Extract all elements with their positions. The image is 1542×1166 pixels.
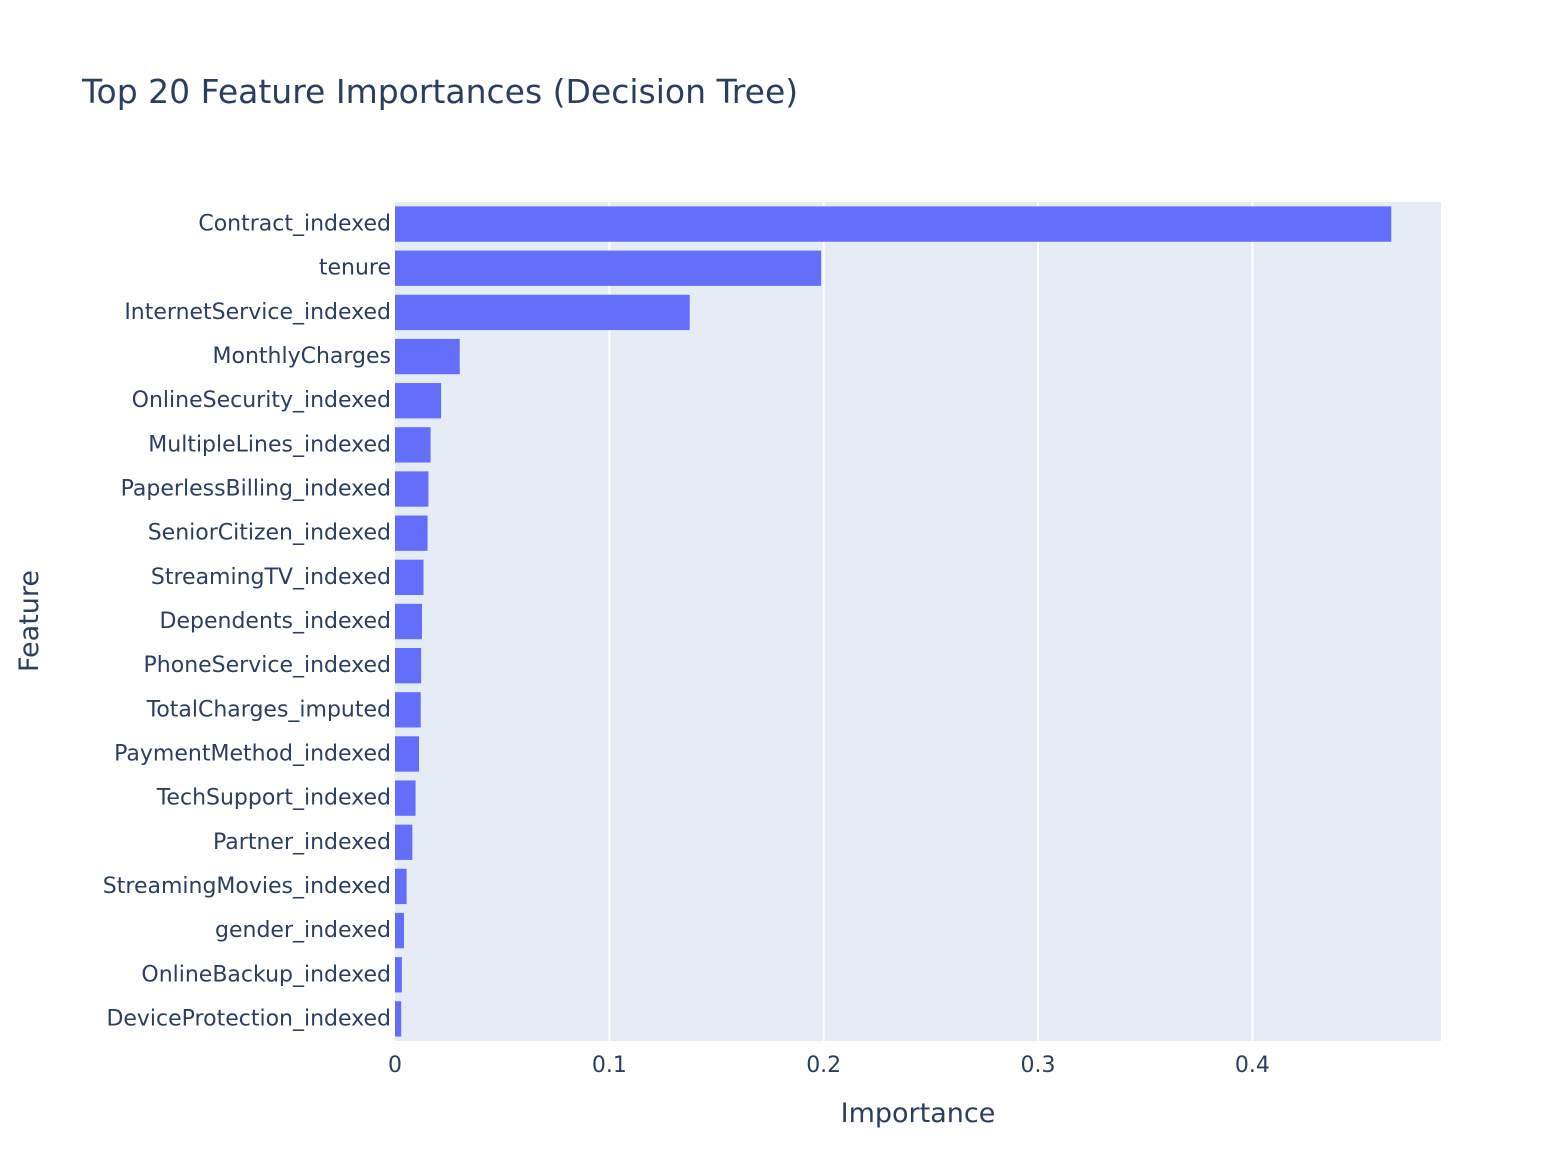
y-tick-label: OnlineBackup_indexed [141,962,391,987]
chart-title: Top 20 Feature Importances (Decision Tre… [81,72,798,111]
y-tick-label: OnlineSecurity_indexed [132,388,391,413]
x-tick-label: 0.1 [592,1053,627,1078]
bar-techsupport-indexed[interactable] [395,780,416,816]
x-tick-label: 0.2 [806,1053,841,1078]
grid-lines [608,202,1254,1041]
bar-dependents-indexed[interactable] [395,603,423,640]
y-tick-label: TechSupport_indexed [156,786,391,811]
bar-phoneservice-indexed[interactable] [395,647,422,684]
bar-paymentmethod-indexed[interactable] [395,736,420,772]
x-tick-label: 0.4 [1235,1053,1270,1078]
y-tick-label: gender_indexed [215,918,391,943]
y-tick-label: MonthlyCharges [213,344,392,369]
y-tick-label: PhoneService_indexed [144,653,391,678]
y-tick-label: tenure [319,256,391,281]
y-tick-label: StreamingTV_indexed [151,565,391,590]
x-axis-title: Importance [841,1098,996,1129]
bar-multiplelines-indexed[interactable] [395,427,431,463]
bar-totalcharges-imputed[interactable] [395,692,421,728]
bar-paperlessbilling-indexed[interactable] [395,471,429,507]
bars [395,206,1392,1037]
x-tick-labels: 0 0.1 0.2 0.3 0.4 [388,1053,1270,1078]
bar-onlinebackup-indexed[interactable] [395,957,402,993]
plot-area [395,202,1441,1041]
bar-deviceprotection-indexed[interactable] [395,1001,402,1037]
bar-partner-indexed[interactable] [395,824,413,860]
bar-contract-indexed[interactable] [395,206,1392,242]
bar-monthlycharges[interactable] [395,338,460,375]
bar-tenure[interactable] [395,250,822,286]
y-tick-label: TotalCharges_imputed [146,697,391,722]
y-tick-label: MultipleLines_indexed [148,432,391,457]
bar-streamingtv-indexed[interactable] [395,559,424,596]
bar-onlinesecurity-indexed[interactable] [395,383,442,419]
y-tick-label: Contract_indexed [198,212,391,237]
y-tick-label: SeniorCitizen_indexed [148,521,391,546]
bar-gender-indexed[interactable] [395,912,405,949]
y-tick-label: Partner_indexed [213,830,391,855]
y-tick-label: Dependents_indexed [160,609,391,634]
bar-internetservice-indexed[interactable] [395,294,690,331]
y-tick-label: DeviceProtection_indexed [106,1006,391,1031]
y-tick-label: InternetService_indexed [124,300,391,325]
y-tick-label: StreamingMovies_indexed [103,874,391,899]
x-tick-label: 0 [388,1053,402,1078]
bar-streamingmovies-indexed[interactable] [395,868,407,905]
y-tick-label: PaymentMethod_indexed [114,741,391,766]
y-axis-title: Feature [14,570,45,672]
y-tick-label: PaperlessBilling_indexed [121,477,391,502]
bar-seniorcitizen-indexed[interactable] [395,515,428,551]
x-tick-label: 0.3 [1021,1053,1056,1078]
